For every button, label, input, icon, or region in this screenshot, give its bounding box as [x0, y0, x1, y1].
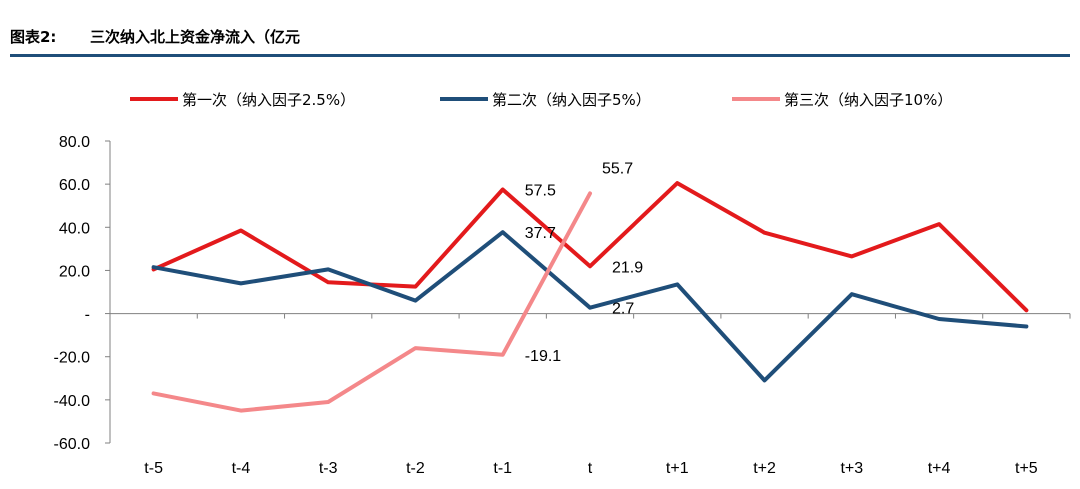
data-labels: 57.5 37.7 -19.1 55.7 21.9 2.7: [525, 160, 644, 364]
x-axis: t-5 t-4 t-3 t-2 t-1 t t+1 t+2 t+3 t+4 t+5: [109, 313, 1071, 477]
data-label: 2.7: [612, 301, 634, 318]
y-tick-label: -40.0: [54, 393, 91, 410]
series-line-1: [151, 181, 1029, 313]
x-tick-label: t+5: [1015, 460, 1038, 477]
y-tick-label: 20.0: [59, 263, 90, 280]
figure-header: 图表2: 三次纳入北上资金净流入（亿元: [10, 26, 1070, 46]
y-tick-label: -: [85, 307, 90, 324]
x-tick-label: t-4: [232, 460, 251, 477]
legend-label: 第三次（纳入因子10%）: [784, 91, 952, 109]
data-label: 37.7: [525, 225, 556, 242]
x-tick-label: t+4: [928, 460, 951, 477]
y-tick-label: 80.0: [59, 134, 90, 151]
title-rule: [10, 54, 1070, 57]
data-label: 21.9: [612, 259, 643, 276]
x-tick-label: t-5: [144, 460, 163, 477]
x-tick-label: t: [588, 460, 593, 477]
chart-title: 三次纳入北上资金净流入（亿元: [90, 28, 301, 46]
y-tick-label: -60.0: [54, 436, 91, 453]
figure-label: 图表2:: [10, 28, 57, 46]
y-tick-label: 40.0: [59, 220, 90, 237]
y-axis: -60.0-40.0-20.0-20.040.060.080.0: [54, 134, 111, 453]
data-label: -19.1: [525, 348, 562, 365]
legend-label: 第一次（纳入因子2.5%）: [182, 91, 355, 109]
x-tick-label: t+3: [840, 460, 863, 477]
y-tick-label: 60.0: [59, 177, 90, 194]
legend: 第一次（纳入因子2.5%） 第二次（纳入因子5%） 第三次（纳入因子10%）: [130, 91, 952, 109]
data-label: 57.5: [525, 183, 556, 200]
series-line-3: [151, 191, 592, 413]
x-tick-label: t+2: [753, 460, 776, 477]
series-line-2: [151, 230, 1029, 383]
legend-label: 第二次（纳入因子5%）: [492, 91, 651, 109]
x-tick-label: t-2: [406, 460, 425, 477]
x-tick-label: t-3: [319, 460, 338, 477]
x-tick-label: t+1: [666, 460, 689, 477]
series-lines: [151, 181, 1029, 413]
y-tick-label: -20.0: [54, 350, 91, 367]
data-label: 55.7: [602, 160, 633, 177]
x-tick-label: t-1: [493, 460, 512, 477]
